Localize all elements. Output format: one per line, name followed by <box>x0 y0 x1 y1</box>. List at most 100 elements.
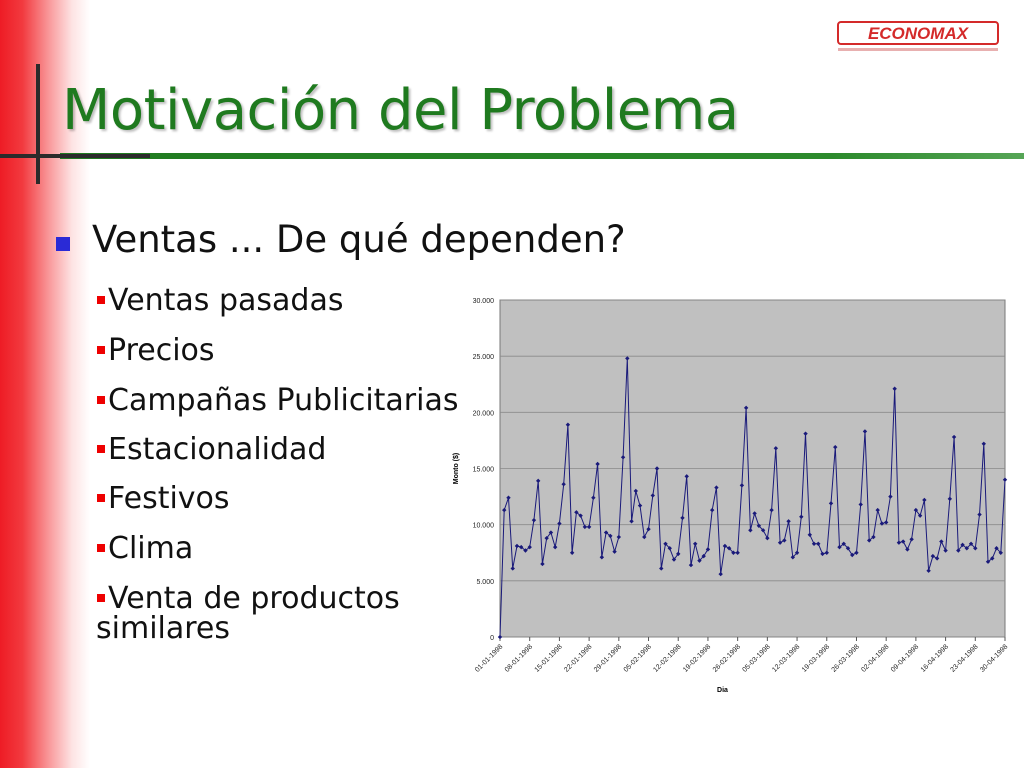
left-gradient-band <box>0 0 90 768</box>
data-point <box>862 429 868 434</box>
x-tick-label: 08-01-1998 <box>504 643 534 673</box>
data-point <box>693 541 698 546</box>
data-point <box>824 550 829 555</box>
data-point <box>705 547 711 552</box>
y-tick-label: 10.000 <box>473 523 495 530</box>
x-tick-label: 12-03-1998 <box>771 643 801 673</box>
data-point <box>947 496 953 502</box>
data-point <box>939 539 944 544</box>
data-point <box>820 551 825 557</box>
data-point <box>591 495 596 500</box>
bullet-marker <box>97 444 105 453</box>
data-point <box>1002 477 1008 482</box>
data-point <box>773 446 779 451</box>
series-line <box>499 358 1006 638</box>
x-tick-label: 12-02-1998 <box>652 643 682 673</box>
data-point <box>531 517 537 523</box>
data-point <box>735 550 740 555</box>
x-tick-label: 02-04-1998 <box>860 643 890 673</box>
bullet-marker <box>97 593 105 602</box>
data-point <box>922 497 927 503</box>
data-point <box>875 507 880 513</box>
list-item: Precios <box>97 336 215 366</box>
y-tick-label: 25.000 <box>473 354 495 361</box>
y-axis-ticks: 0 5.000 10.000 15.000 20.000 25.000 30.000 <box>473 298 495 642</box>
main-bullet-text: Ventas ... De qué dependen? <box>92 218 626 261</box>
data-point <box>981 441 986 446</box>
list-item: Ventas pasadas <box>97 286 343 316</box>
data-point <box>714 485 719 490</box>
bullet-marker <box>97 295 105 304</box>
list-item: Estacionalidad <box>97 435 326 465</box>
data-point <box>612 549 617 554</box>
y-tick-label: 0 <box>490 635 494 642</box>
x-tick-label: 29-01-1998 <box>593 643 623 673</box>
x-tick-label: 01-01-1998 <box>474 643 504 673</box>
bullet-marker <box>97 345 105 354</box>
title-vertical-rule <box>36 64 40 184</box>
list-item-continuation: similares <box>96 611 231 646</box>
list-item: Festivos <box>97 484 230 514</box>
title-cross-rule <box>0 154 150 158</box>
data-point <box>951 434 957 440</box>
x-tick-label: 15-01-1998 <box>534 643 564 673</box>
data-point <box>930 553 936 559</box>
data-point <box>888 494 893 499</box>
data-point <box>582 524 588 530</box>
y-tick-label: 20.000 <box>473 410 495 417</box>
data-point <box>968 541 974 546</box>
data-point <box>900 539 906 544</box>
y-tick-label: 15.000 <box>473 467 495 474</box>
data-point <box>506 495 511 500</box>
slide-title: Motivación del Problema <box>62 78 739 143</box>
x-tick-label: 09-04-1998 <box>890 643 920 673</box>
x-tick-label: 23-04-1998 <box>949 643 979 673</box>
data-point <box>879 521 885 526</box>
list-item: Venta de productos <box>97 584 400 614</box>
list-item: Clima <box>97 534 193 564</box>
data-point <box>731 550 736 555</box>
x-tick-label: 05-03-1998 <box>741 643 771 673</box>
data-point <box>557 521 562 526</box>
y-tick-label: 5.000 <box>476 579 494 586</box>
data-point <box>739 483 745 488</box>
data-point <box>497 634 503 640</box>
data-point <box>807 532 812 537</box>
data-point <box>565 422 571 427</box>
data-point <box>841 541 846 546</box>
data-point <box>760 528 766 533</box>
x-tick-label: 19-02-1998 <box>682 643 712 673</box>
bullet-marker <box>97 395 105 404</box>
x-tick-label: 16-04-1998 <box>920 643 950 673</box>
sales-line-chart: 0 5.000 10.000 15.000 20.000 25.000 30.000 01-… <box>453 298 1009 694</box>
economax-logo: ECONOMAX <box>837 21 999 51</box>
data-point <box>854 550 859 555</box>
data-point <box>833 444 838 450</box>
data-point <box>578 513 583 518</box>
x-tick-label: 19-03-1998 <box>801 643 831 673</box>
data-point <box>659 566 664 571</box>
data-point <box>794 550 800 555</box>
x-axis-label: Dia <box>717 687 728 694</box>
svg-text:ECONOMAX: ECONOMAX <box>868 24 970 43</box>
bullet-marker <box>97 493 105 502</box>
bullet-marker <box>97 543 105 552</box>
list-item: Campañas Publicitarias <box>97 386 459 416</box>
main-bullet-marker <box>56 237 70 251</box>
x-tick-label: 26-02-1998 <box>712 643 742 673</box>
data-point <box>650 493 655 498</box>
data-point <box>748 528 753 533</box>
x-tick-label: 05-02-1998 <box>623 643 653 673</box>
y-axis-label: Monto ($) <box>453 453 460 485</box>
data-point <box>646 526 651 532</box>
data-point <box>684 474 689 479</box>
data-point <box>625 356 630 361</box>
data-point <box>569 550 575 555</box>
x-tick-label: 30-04-1998 <box>979 643 1009 673</box>
data-point <box>586 524 592 530</box>
x-tick-label: 26-03-1998 <box>831 643 861 673</box>
data-point <box>973 546 978 551</box>
title-underline <box>60 153 1024 159</box>
data-point <box>544 535 549 541</box>
x-axis-ticks: 01-01-1998 08-01-1998 15-01-1998 22-01-1998… <box>474 637 1009 674</box>
